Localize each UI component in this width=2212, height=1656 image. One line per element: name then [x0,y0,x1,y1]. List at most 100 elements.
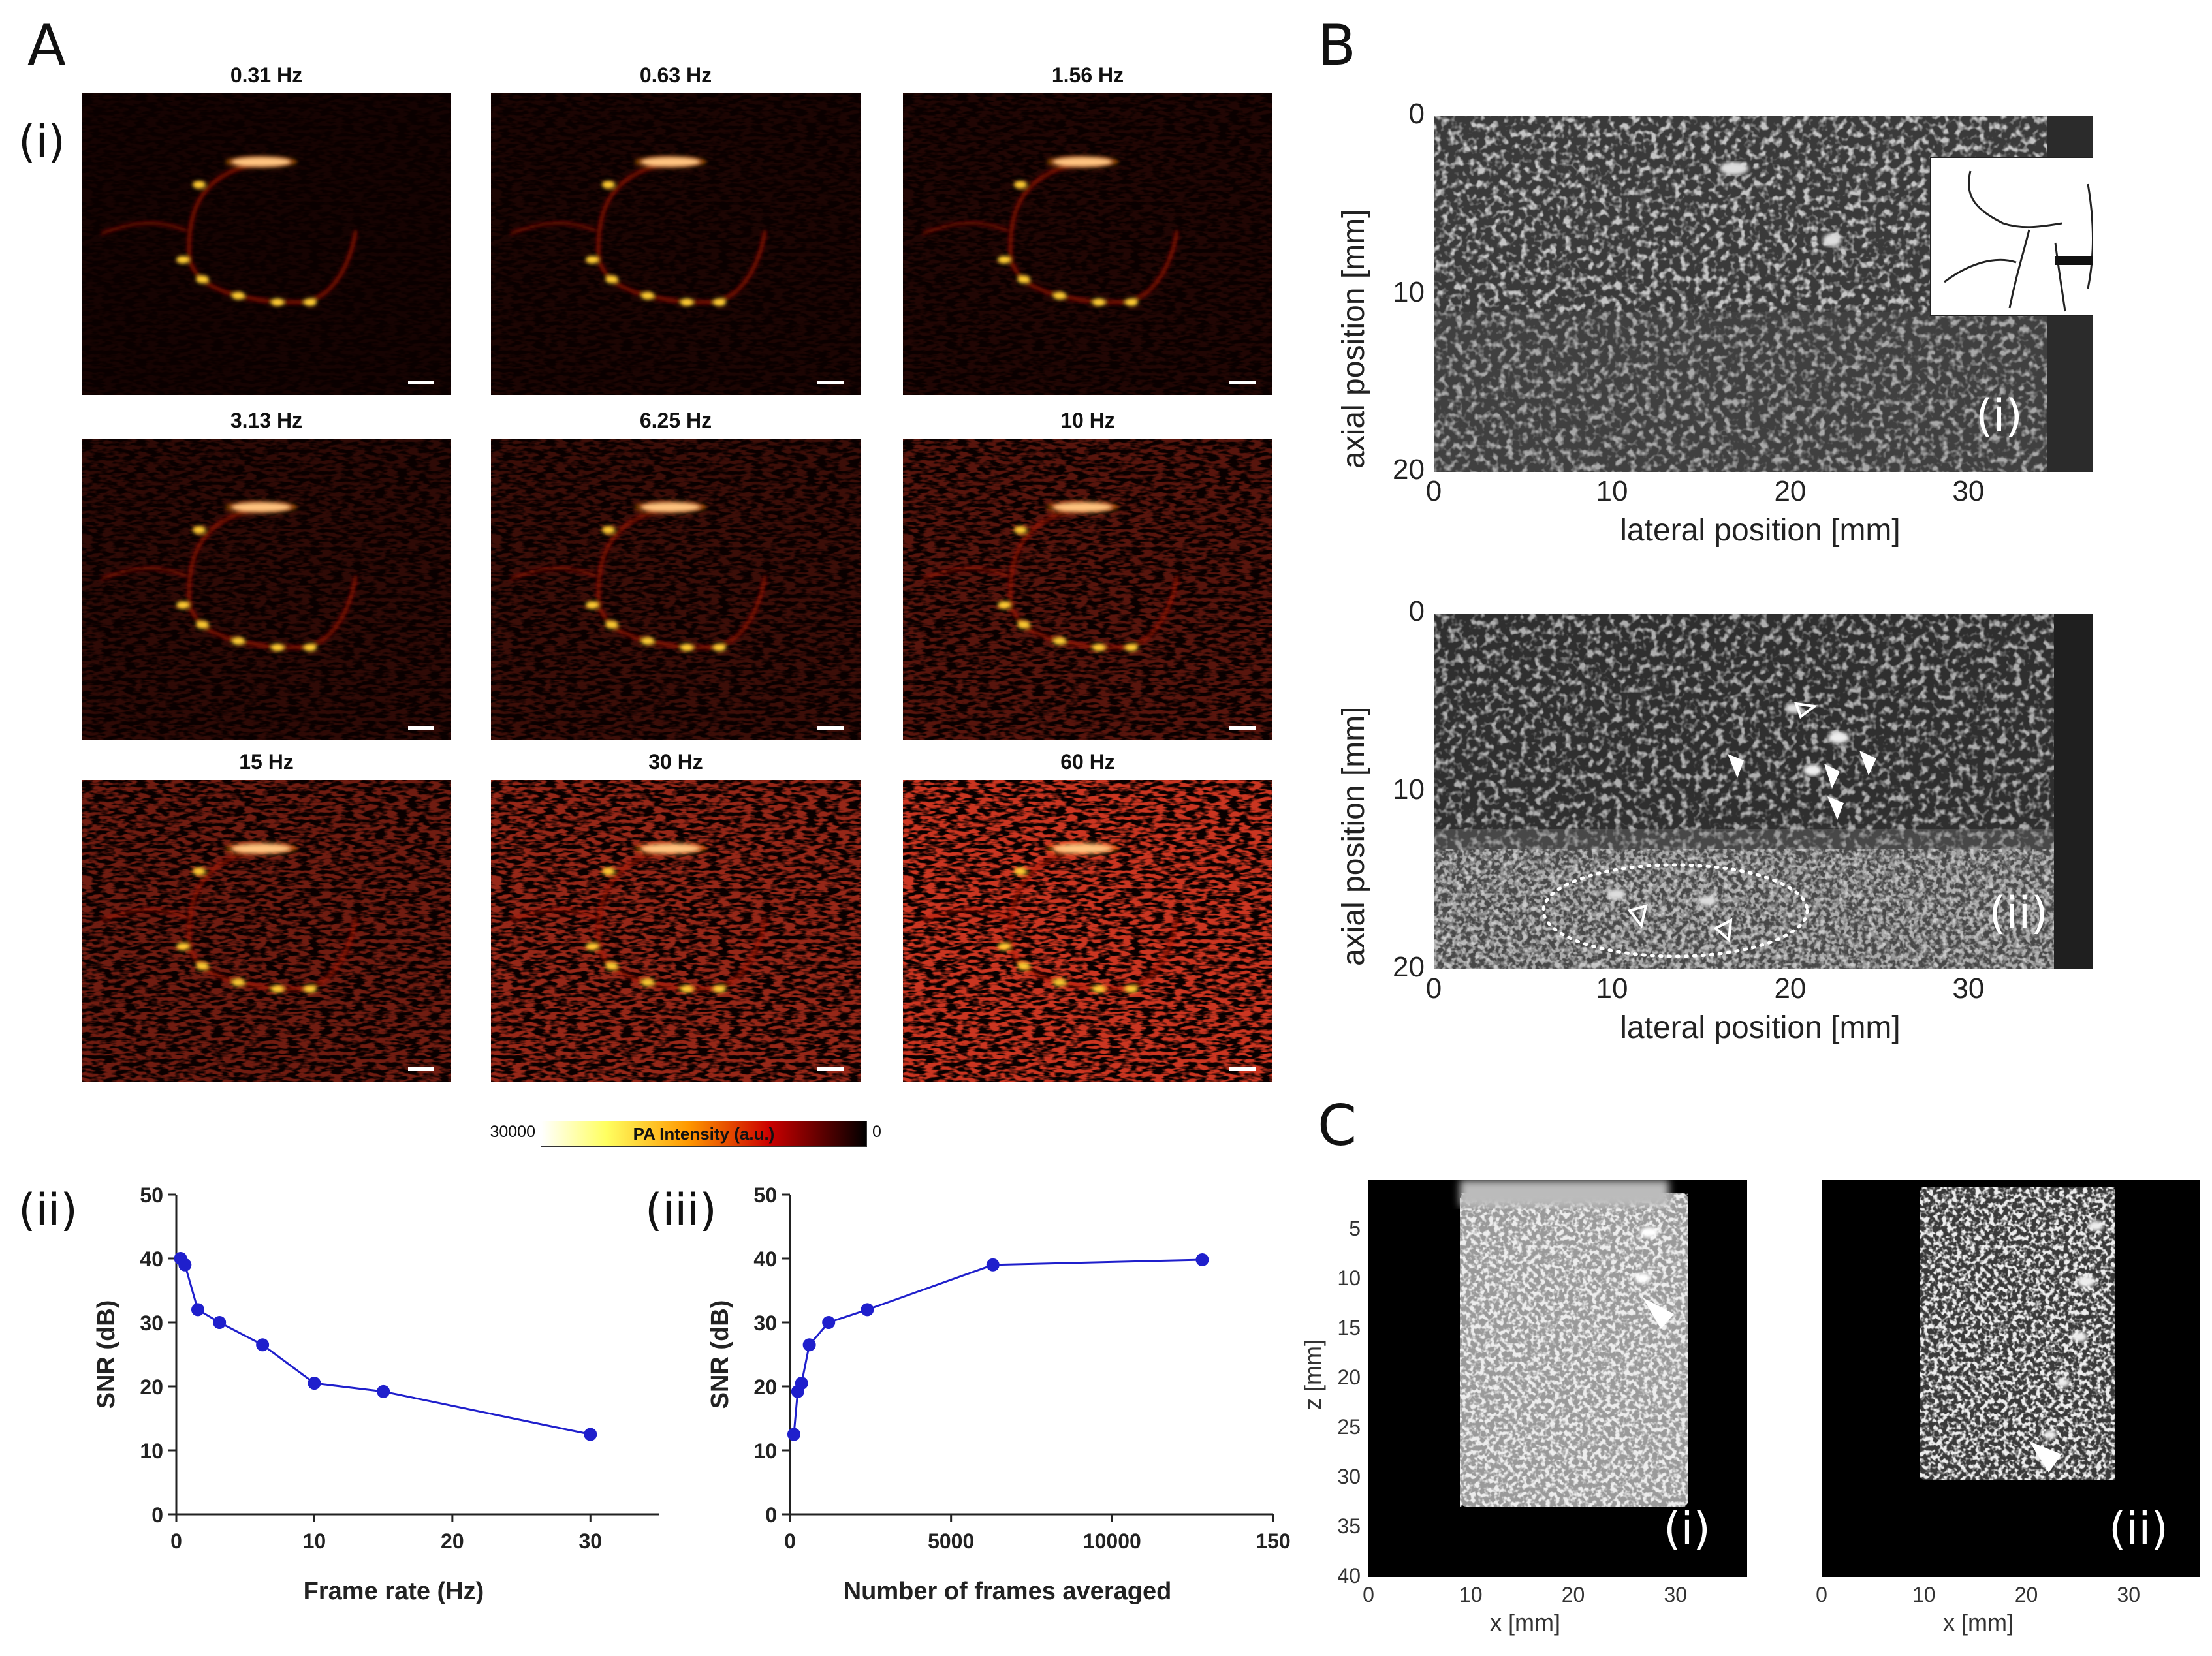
x-tick-label: 20 [1774,973,1807,1005]
y-axis-label: axial position [mm] [1336,209,1371,469]
y-tick-label: 20 [753,1375,777,1399]
frame-title-0: 0.31 Hz [230,63,303,87]
data-point [1195,1253,1209,1266]
y-tick-label: 40 [753,1247,777,1271]
colorbar-label: PA Intensity (a.u.) [633,1124,775,1144]
sublabel-c-i: (i) [1664,1503,1711,1555]
colorbar: PA Intensity (a.u.) [541,1121,867,1147]
x-axis-label: lateral position [mm] [1620,1010,1901,1045]
data-point [213,1316,227,1329]
z-tick-label: 25 [1337,1415,1361,1439]
x-tick-label: 10000 [1083,1529,1141,1553]
sublabel-b-i: (i) [1976,390,2023,442]
x-tick-label: 0 [170,1529,182,1553]
z-tick-label: 10 [1337,1266,1361,1290]
y-tick-label: 0 [151,1503,163,1527]
data-point [795,1377,808,1390]
y-tick-label: 10 [1393,773,1425,805]
dotted-region-outline [1541,863,1809,958]
data-point [822,1316,836,1329]
neck-sketch-icon [1944,170,2093,312]
panel-label-b: B [1318,13,1356,78]
series-line [180,1258,591,1435]
y-axis-label: SNR (dB) [93,1300,120,1409]
panel-label-c: C [1318,1093,1357,1159]
sublabel-a-iii: (iii) [645,1185,717,1236]
x-tick-label: 10 [1596,973,1628,1005]
filled-arrowhead-icon [2029,1441,2062,1473]
y-tick-label: 10 [753,1439,777,1463]
x-tick-label: 20 [1774,475,1807,507]
frame-title-6: 15 Hz [239,750,294,773]
x-axis-label: x [mm] [1943,1609,2014,1636]
hollow-arrowhead-icon [1627,702,1818,943]
ultrasound-image-b-i: (i) [1434,116,2093,472]
ultrasound-image-c-i: (i) [1368,1180,1747,1577]
z-tick-label: 5 [1349,1217,1361,1240]
y-tick-label: 0 [1408,98,1425,130]
x-axis-label: lateral position [mm] [1620,513,1901,548]
colorbar-min-label: 0 [872,1123,881,1141]
x-tick-label: 0 [784,1529,796,1553]
y-tick-label: 10 [1393,275,1425,308]
x-tick-label: 20 [2014,1583,2038,1606]
ultrasound-image-c-ii: (ii) [1822,1180,2200,1577]
sublabel-a-ii: (ii) [18,1185,78,1236]
y-tick-label: 50 [140,1183,163,1207]
sublabel-b-ii: (ii) [1989,888,2048,939]
y-tick-label: 50 [753,1183,777,1207]
frame-title-8: 60 Hz [1060,750,1115,773]
x-tick-label: 0 [1425,475,1442,507]
x-axis-label: Frame rate (Hz) [304,1578,484,1605]
frame-title-7: 30 Hz [648,750,703,773]
z-tick-label: 15 [1337,1316,1361,1339]
x-tick-label: 10 [1912,1583,1936,1606]
y-tick-label: 0 [1408,595,1425,627]
ultrasound-image-b-ii: (ii) [1434,614,2093,969]
data-point [191,1303,204,1317]
x-tick-label: 30 [2117,1583,2141,1606]
z-tick-label: 35 [1337,1514,1361,1538]
y-tick-label: 30 [140,1311,163,1335]
pa-frame-1 [491,93,861,395]
y-axis-label: axial position [mm] [1336,706,1371,966]
z-tick-label: 20 [1337,1366,1361,1389]
x-tick-label: 0 [1425,973,1442,1005]
frame-title-1: 0.63 Hz [639,63,712,87]
x-tick-label: 10 [1459,1583,1483,1606]
series-line [793,1258,1203,1435]
snr-vs-frame-rate-chart: 0 10 20 30 40 50 0 10 20 30 Frame rate (Hz) SNR (dB… [93,1183,659,1605]
data-point [377,1384,390,1398]
anatomy-inset [1930,157,2093,316]
panel-label-a: A [27,13,66,78]
x-tick-label: 30 [1952,475,1985,507]
x-tick-label: 30 [1952,973,1985,1005]
z-tick-label: 40 [1337,1564,1361,1587]
x-axis-label: x [mm] [1490,1609,1560,1636]
x-tick-label: 150 [1256,1529,1290,1553]
x-axis-label: Number of frames averaged [844,1578,1172,1605]
y-tick-label: 40 [140,1247,163,1271]
snr-vs-frames-averaged-chart: 0 10 20 30 40 50 0 5000 10000 150 Number of frames… [706,1183,1291,1605]
pa-frame-4 [491,439,861,740]
pa-frame-6 [82,780,451,1082]
z-tick-label: 30 [1337,1465,1361,1488]
x-tick-label: 10 [1596,475,1628,507]
x-tick-label: 30 [1664,1583,1688,1606]
pa-frame-0 [82,93,451,395]
x-tick-label: 10 [303,1529,326,1553]
pa-frame-5 [903,439,1272,740]
frame-title-4: 6.25 Hz [639,409,712,432]
frame-title-5: 10 Hz [1060,409,1115,432]
x-tick-label: 20 [1561,1583,1585,1606]
x-tick-label: 20 [441,1529,464,1553]
data-point [787,1428,800,1441]
pa-frame-8 [903,780,1272,1082]
z-axis-label: z [mm] [1299,1339,1326,1410]
filled-arrowhead-icon [1643,1298,1674,1329]
x-tick-label: 0 [1363,1583,1374,1606]
frame-title-2: 1.56 Hz [1051,63,1124,87]
data-point [584,1428,597,1441]
y-tick-label: 20 [1393,951,1425,983]
y-tick-label: 0 [765,1503,777,1527]
